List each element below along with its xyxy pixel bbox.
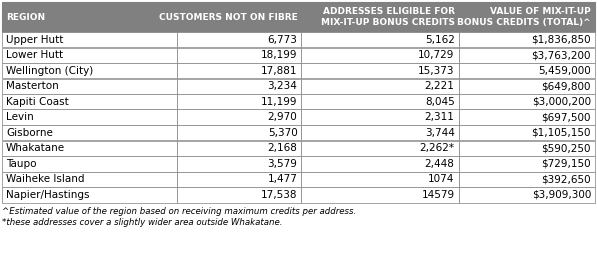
Text: Lower Hutt: Lower Hutt: [6, 50, 63, 60]
Text: $3,000,200: $3,000,200: [532, 97, 591, 107]
Text: 5,459,000: 5,459,000: [538, 66, 591, 76]
Bar: [177, 141, 301, 156]
Text: Gisborne: Gisborne: [6, 128, 53, 138]
Text: $729,150: $729,150: [541, 159, 591, 169]
Bar: [301, 94, 458, 109]
Text: *these addresses cover a slightly wider area outside Whakatane.: *these addresses cover a slightly wider …: [2, 218, 282, 227]
Bar: [2, 171, 177, 187]
Bar: [301, 171, 458, 187]
Bar: [301, 109, 458, 125]
Text: 1,477: 1,477: [267, 174, 297, 184]
Text: Wellington (City): Wellington (City): [6, 66, 93, 76]
Bar: [177, 32, 301, 48]
Bar: [458, 94, 595, 109]
Bar: [177, 171, 301, 187]
Text: 15,373: 15,373: [418, 66, 454, 76]
Bar: [301, 125, 458, 141]
Text: 3,744: 3,744: [424, 128, 454, 138]
Text: $697,500: $697,500: [541, 112, 591, 122]
Text: 6,773: 6,773: [267, 35, 297, 45]
Text: Taupo: Taupo: [6, 159, 36, 169]
Bar: [177, 79, 301, 94]
Text: 5,370: 5,370: [267, 128, 297, 138]
Bar: [458, 141, 595, 156]
Bar: [2, 125, 177, 141]
Text: $3,763,200: $3,763,200: [531, 50, 591, 60]
Text: $590,250: $590,250: [541, 143, 591, 153]
Bar: [458, 79, 595, 94]
Text: 8,045: 8,045: [425, 97, 454, 107]
Bar: [458, 171, 595, 187]
Bar: [458, 187, 595, 203]
Bar: [177, 109, 301, 125]
Text: Kapiti Coast: Kapiti Coast: [6, 97, 69, 107]
Bar: [458, 32, 595, 48]
Bar: [301, 79, 458, 94]
Bar: [177, 48, 301, 63]
Bar: [177, 156, 301, 171]
Bar: [2, 187, 177, 203]
Text: 17,538: 17,538: [261, 190, 297, 200]
Bar: [2, 32, 177, 48]
Bar: [177, 2, 301, 32]
Bar: [2, 156, 177, 171]
Text: 2,262*: 2,262*: [420, 143, 454, 153]
Text: Napier/Hastings: Napier/Hastings: [6, 190, 90, 200]
Text: 3,234: 3,234: [267, 81, 297, 91]
Text: $1,105,150: $1,105,150: [531, 128, 591, 138]
Text: 18,199: 18,199: [261, 50, 297, 60]
Bar: [2, 63, 177, 79]
Text: 17,881: 17,881: [261, 66, 297, 76]
Text: 2,221: 2,221: [424, 81, 454, 91]
Text: Whakatane: Whakatane: [6, 143, 65, 153]
Bar: [458, 48, 595, 63]
Bar: [301, 156, 458, 171]
Text: ^Estimated value of the region based on receiving maximum credits per address.: ^Estimated value of the region based on …: [2, 206, 356, 215]
Text: 2,168: 2,168: [267, 143, 297, 153]
Bar: [458, 125, 595, 141]
Bar: [301, 48, 458, 63]
Bar: [177, 187, 301, 203]
Bar: [2, 141, 177, 156]
Text: 2,970: 2,970: [267, 112, 297, 122]
Text: Upper Hutt: Upper Hutt: [6, 35, 63, 45]
Text: VALUE OF MIX-IT-UP
BONUS CREDITS (TOTAL)^: VALUE OF MIX-IT-UP BONUS CREDITS (TOTAL)…: [457, 7, 591, 27]
Bar: [458, 2, 595, 32]
Bar: [177, 125, 301, 141]
Text: Waiheke Island: Waiheke Island: [6, 174, 85, 184]
Text: $1,836,850: $1,836,850: [531, 35, 591, 45]
Text: 2,311: 2,311: [424, 112, 454, 122]
Text: Masterton: Masterton: [6, 81, 59, 91]
Bar: [2, 94, 177, 109]
Bar: [2, 48, 177, 63]
Bar: [458, 109, 595, 125]
Bar: [301, 141, 458, 156]
Text: REGION: REGION: [6, 13, 45, 22]
Bar: [458, 63, 595, 79]
Text: CUSTOMERS NOT ON FIBRE: CUSTOMERS NOT ON FIBRE: [159, 13, 297, 22]
Bar: [2, 2, 177, 32]
Text: 5,162: 5,162: [424, 35, 454, 45]
Text: ADDRESSES ELIGIBLE FOR
MIX-IT-UP BONUS CREDITS: ADDRESSES ELIGIBLE FOR MIX-IT-UP BONUS C…: [321, 7, 454, 27]
Bar: [2, 109, 177, 125]
Text: $392,650: $392,650: [541, 174, 591, 184]
Bar: [177, 94, 301, 109]
Text: $649,800: $649,800: [541, 81, 591, 91]
Text: 1074: 1074: [428, 174, 454, 184]
Text: 11,199: 11,199: [261, 97, 297, 107]
Text: Levin: Levin: [6, 112, 34, 122]
Text: 10,729: 10,729: [418, 50, 454, 60]
Text: 3,579: 3,579: [267, 159, 297, 169]
Text: $3,909,300: $3,909,300: [531, 190, 591, 200]
Bar: [301, 2, 458, 32]
Bar: [2, 79, 177, 94]
Bar: [458, 156, 595, 171]
Bar: [301, 63, 458, 79]
Text: 14579: 14579: [421, 190, 454, 200]
Text: 2,448: 2,448: [424, 159, 454, 169]
Bar: [301, 187, 458, 203]
Bar: [301, 32, 458, 48]
Bar: [177, 63, 301, 79]
